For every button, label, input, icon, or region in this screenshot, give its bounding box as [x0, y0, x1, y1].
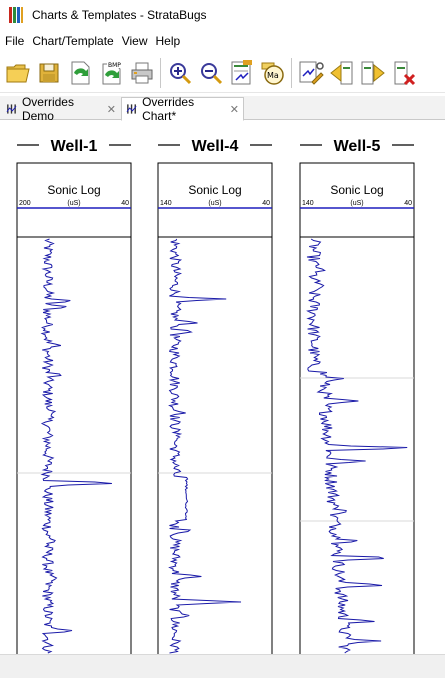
tab-label: Overrides Demo	[21, 95, 74, 123]
tab-label: Overrides Chart*	[142, 95, 195, 123]
log-name: Sonic Log	[188, 183, 241, 197]
delete-column-button[interactable]	[388, 57, 419, 89]
save-icon	[39, 63, 58, 82]
zoom-in-button[interactable]	[164, 57, 195, 89]
open-button[interactable]	[2, 57, 33, 89]
tab-overrides-chart[interactable]: Overrides Chart* ✕	[121, 95, 244, 123]
close-icon[interactable]: ✕	[106, 103, 116, 116]
measure-icon: Ma	[261, 62, 284, 85]
document-tab-strip: Overrides Demo ✕ Overrides Chart* ✕	[0, 95, 445, 123]
toolbar-separator	[160, 57, 161, 88]
move-left-button[interactable]	[326, 57, 357, 89]
tab-overrides-demo[interactable]: Overrides Demo ✕	[2, 95, 120, 123]
edit-template-icon	[299, 61, 324, 85]
log-unit: (uS)	[350, 200, 363, 207]
log-unit: (uS)	[208, 200, 221, 207]
measure-button[interactable]: Ma	[257, 57, 288, 89]
export-bmp-icon: BMP	[102, 60, 123, 84]
print-icon	[131, 62, 152, 83]
scale-left-value: 140	[302, 200, 314, 207]
menu-help[interactable]: Help	[155, 34, 181, 48]
log-unit: (uS)	[67, 200, 80, 207]
scale-button[interactable]	[226, 57, 257, 89]
delete-column-icon	[394, 61, 415, 85]
open-folder-icon	[6, 64, 30, 82]
log-name: Sonic Log	[330, 183, 383, 197]
menu-chart-template[interactable]: Chart/Template	[32, 34, 114, 48]
well-name: Well-4	[192, 138, 239, 155]
well-correlation-chart: Well-1 Sonic Log (uS) 200 40 Well-4 Sonic Log (…	[16, 138, 415, 654]
export-bmp-button[interactable]: BMP	[95, 57, 126, 89]
track-frame	[16, 162, 132, 654]
bmp-label: BMP	[108, 62, 121, 69]
window-title: Charts & Templates - StrataBugs	[32, 8, 207, 22]
zoom-in-icon	[169, 62, 191, 84]
toolbar-separator	[291, 57, 292, 88]
sonic-log-curve	[306, 238, 408, 654]
chart-tab-icon	[126, 104, 137, 114]
scale-right-value: 40	[262, 200, 270, 207]
app-icon	[8, 6, 24, 24]
menu-bar: File Chart/Template View Help	[0, 31, 445, 51]
export-icon	[71, 61, 89, 84]
chart-tab-icon	[6, 104, 17, 114]
scale-right-value: 40	[404, 200, 412, 207]
scale-left-value: 140	[160, 200, 172, 207]
status-bar	[0, 654, 445, 678]
close-icon[interactable]: ✕	[229, 103, 239, 116]
scale-right-value: 40	[121, 200, 129, 207]
scale-icon	[231, 59, 252, 84]
menu-file[interactable]: File	[5, 34, 25, 48]
zoom-out-button[interactable]	[195, 57, 226, 89]
chart-canvas[interactable]: Well-1 Sonic Log (uS) 200 40 Well-4 Sonic Log (…	[0, 121, 445, 654]
menu-view[interactable]: View	[121, 34, 148, 48]
sonic-log-curve	[40, 238, 112, 654]
toolbar: BMP	[0, 53, 445, 93]
export-button[interactable]	[64, 57, 95, 89]
save-button[interactable]	[33, 57, 64, 89]
log-name: Sonic Log	[47, 183, 100, 197]
ma-label: Ma	[267, 71, 279, 80]
well-name: Well-5	[334, 138, 381, 155]
title-bar: Charts & Templates - StrataBugs	[0, 0, 445, 30]
sonic-log-curve	[168, 238, 242, 654]
zoom-out-icon	[200, 62, 222, 84]
track-frame	[299, 162, 415, 654]
move-left-icon	[329, 61, 352, 84]
scale-left-value: 200	[19, 200, 31, 207]
well-name: Well-1	[51, 138, 98, 155]
edit-template-button[interactable]	[295, 57, 326, 89]
move-right-button[interactable]	[357, 57, 388, 89]
print-button[interactable]	[126, 57, 157, 89]
move-right-icon	[361, 61, 385, 84]
